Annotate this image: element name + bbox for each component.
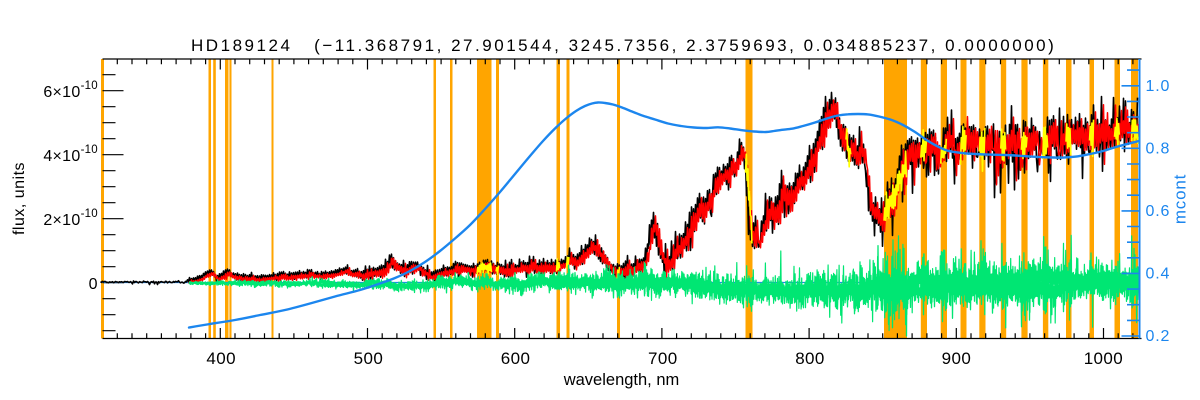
svg-text:1000: 1000: [1084, 349, 1123, 368]
svg-text:6×10-10: 6×10-10: [43, 80, 97, 101]
svg-text:wavelength, nm: wavelength, nm: [563, 371, 680, 389]
svg-text:HD189124 (−11.368791, 27.901: HD189124 (−11.368791, 27.901544, 3245.73…: [191, 36, 1056, 55]
svg-text:flux, units: flux, units: [11, 162, 28, 235]
svg-text:900: 900: [942, 349, 972, 368]
svg-text:600: 600: [501, 349, 531, 368]
svg-text:2×10-10: 2×10-10: [43, 208, 97, 229]
svg-text:500: 500: [354, 349, 384, 368]
svg-text:4×10-10: 4×10-10: [43, 144, 97, 165]
svg-text:0.4: 0.4: [1146, 265, 1171, 282]
svg-text:mcont: mcont: [1171, 174, 1190, 224]
svg-text:700: 700: [648, 349, 678, 368]
svg-text:400: 400: [206, 349, 236, 368]
svg-text:1.0: 1.0: [1146, 78, 1171, 95]
svg-text:0: 0: [89, 276, 98, 293]
svg-text:800: 800: [795, 349, 825, 368]
svg-text:0.2: 0.2: [1146, 328, 1171, 345]
svg-text:0.8: 0.8: [1146, 140, 1171, 157]
svg-text:0.6: 0.6: [1146, 203, 1171, 220]
